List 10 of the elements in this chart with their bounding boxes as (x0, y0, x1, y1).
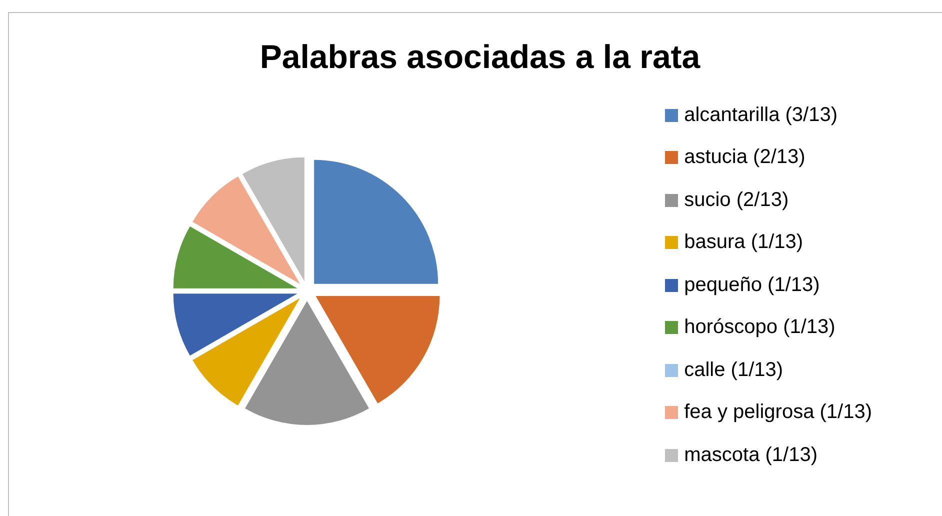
legend-label: sucio (2/13) (684, 188, 789, 212)
legend-label: calle (1/13) (684, 358, 784, 382)
chart-title: Palabras asociadas a la rata (258, 38, 702, 76)
legend-label: pequeño (1/13) (684, 274, 820, 297)
legend-label: horóscopo (1/13) (684, 316, 836, 340)
legend-label: fea y peligrosa (1/13) (684, 401, 872, 424)
legend-label: basura (1/13) (684, 231, 804, 254)
legend-label: mascota (1/13) (684, 444, 818, 467)
legend-label: astucia (2/13) (684, 146, 806, 170)
legend-label: alcantarilla (3/13) (684, 104, 838, 127)
